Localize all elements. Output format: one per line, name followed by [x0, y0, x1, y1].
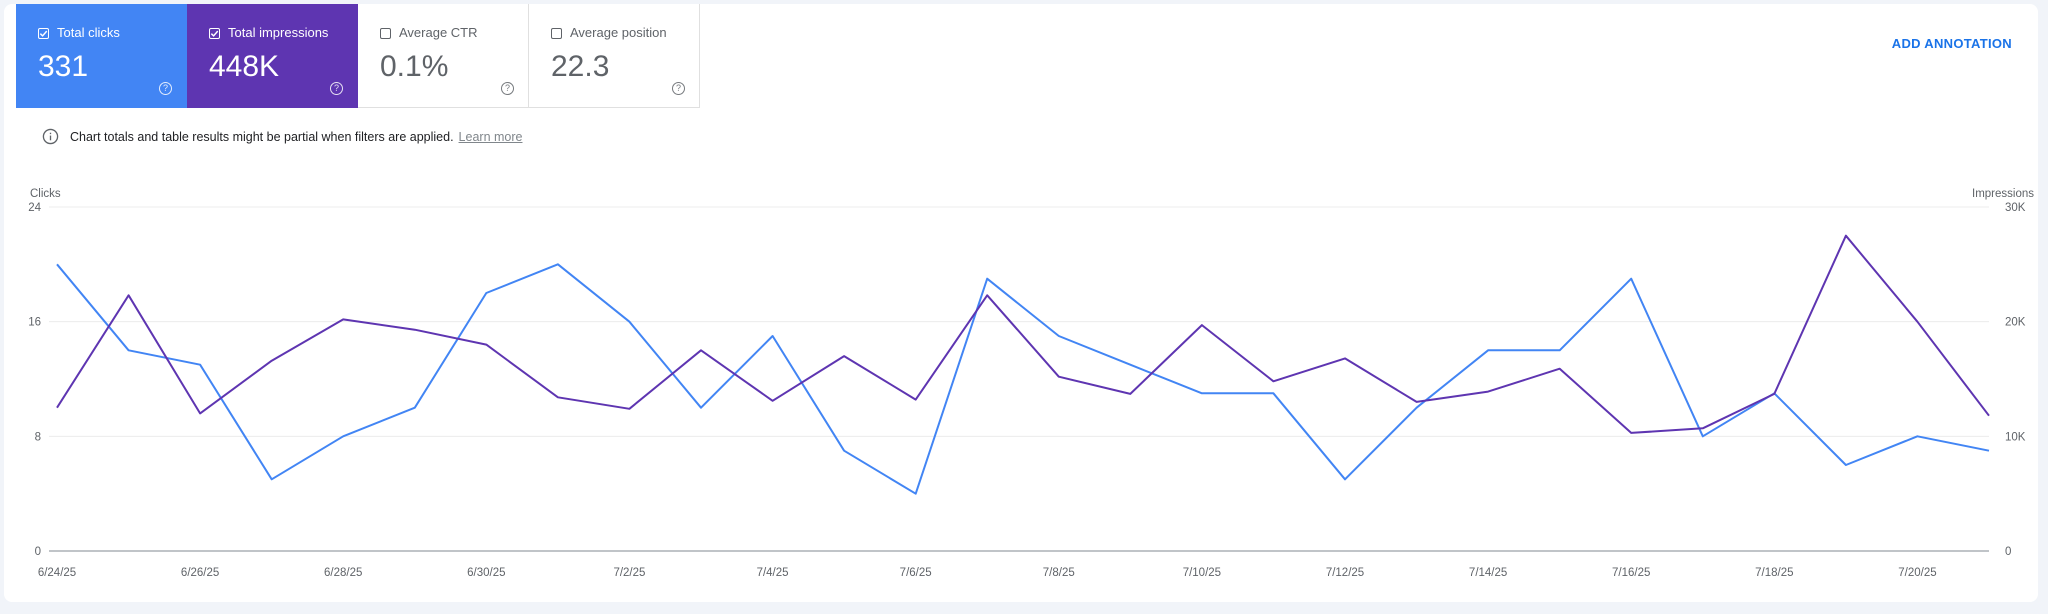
x-tick-label: 7/6/25: [900, 567, 932, 579]
x-tick-label: 6/26/25: [181, 567, 219, 579]
x-tick-label: 6/30/25: [467, 567, 505, 579]
performance-card: Total clicks 331 ? Total impressions 448…: [4, 4, 2038, 602]
metric-value: 22.3: [551, 50, 610, 83]
x-tick-label: 7/10/25: [1183, 567, 1221, 579]
series-line-total-impressions: [56, 234, 1990, 434]
x-tick-label: 7/18/25: [1755, 567, 1793, 579]
checkbox-checked-icon[interactable]: [38, 28, 49, 39]
checkbox-unchecked-icon[interactable]: [380, 28, 391, 39]
metric-tab-average-ctr[interactable]: Average CTR 0.1% ?: [358, 4, 529, 108]
partial-results-notice: Chart totals and table results might be …: [42, 128, 522, 145]
help-icon[interactable]: ?: [672, 82, 685, 95]
metric-value: 331: [38, 50, 89, 83]
y-tick-label: 24: [28, 202, 41, 214]
metric-tab-average-position[interactable]: Average position 22.3 ?: [529, 4, 700, 108]
metric-tab-total-impressions[interactable]: Total impressions 448K ?: [187, 4, 358, 108]
x-tick-label: 7/14/25: [1469, 567, 1507, 579]
help-icon[interactable]: ?: [159, 82, 172, 95]
x-tick-label: 7/20/25: [1898, 567, 1936, 579]
series-line-total-clicks: [56, 263, 1990, 495]
x-tick-label: 7/2/25: [613, 567, 645, 579]
checkbox-checked-icon[interactable]: [209, 28, 220, 39]
help-icon[interactable]: ?: [501, 82, 514, 95]
metric-label: Average position: [570, 25, 667, 40]
y-tick-label: 8: [35, 431, 41, 443]
info-icon: [42, 128, 59, 145]
metric-tab-total-clicks[interactable]: Total clicks 331 ?: [16, 4, 187, 108]
notice-text: Chart totals and table results might be …: [70, 129, 454, 144]
metric-value: 0.1%: [380, 50, 449, 83]
metric-tabs: Total clicks 331 ? Total impressions 448…: [16, 4, 700, 108]
metric-value: 448K: [209, 50, 280, 83]
metric-label: Total impressions: [228, 25, 329, 40]
y2-tick-label: 20K: [2005, 317, 2026, 329]
x-tick-label: 6/24/25: [38, 567, 76, 579]
x-tick-label: 6/28/25: [324, 567, 362, 579]
y2-tick-label: 0: [2005, 546, 2011, 558]
metric-label: Average CTR: [399, 25, 478, 40]
x-tick-label: 7/8/25: [1043, 567, 1075, 579]
y-axis-title: Clicks: [30, 188, 61, 200]
y-tick-label: 0: [35, 546, 41, 558]
learn-more-link[interactable]: Learn more: [458, 129, 523, 144]
checkbox-unchecked-icon[interactable]: [551, 28, 562, 39]
y2-tick-label: 30K: [2005, 202, 2026, 214]
metric-label: Total clicks: [57, 25, 120, 40]
performance-chart: 0 0 8 10K 16 20K 24 30K Clicks Impressions 6/24/25…: [28, 188, 2034, 579]
x-tick-label: 7/12/25: [1326, 567, 1364, 579]
y2-tick-label: 10K: [2005, 431, 2026, 443]
y-tick-label: 16: [28, 317, 41, 329]
help-icon[interactable]: ?: [330, 82, 343, 95]
add-annotation-button[interactable]: ADD ANNOTATION: [1891, 36, 2012, 51]
x-tick-label: 7/16/25: [1612, 567, 1650, 579]
x-tick-label: 7/4/25: [757, 567, 789, 579]
y2-axis-title: Impressions: [1972, 188, 2034, 200]
